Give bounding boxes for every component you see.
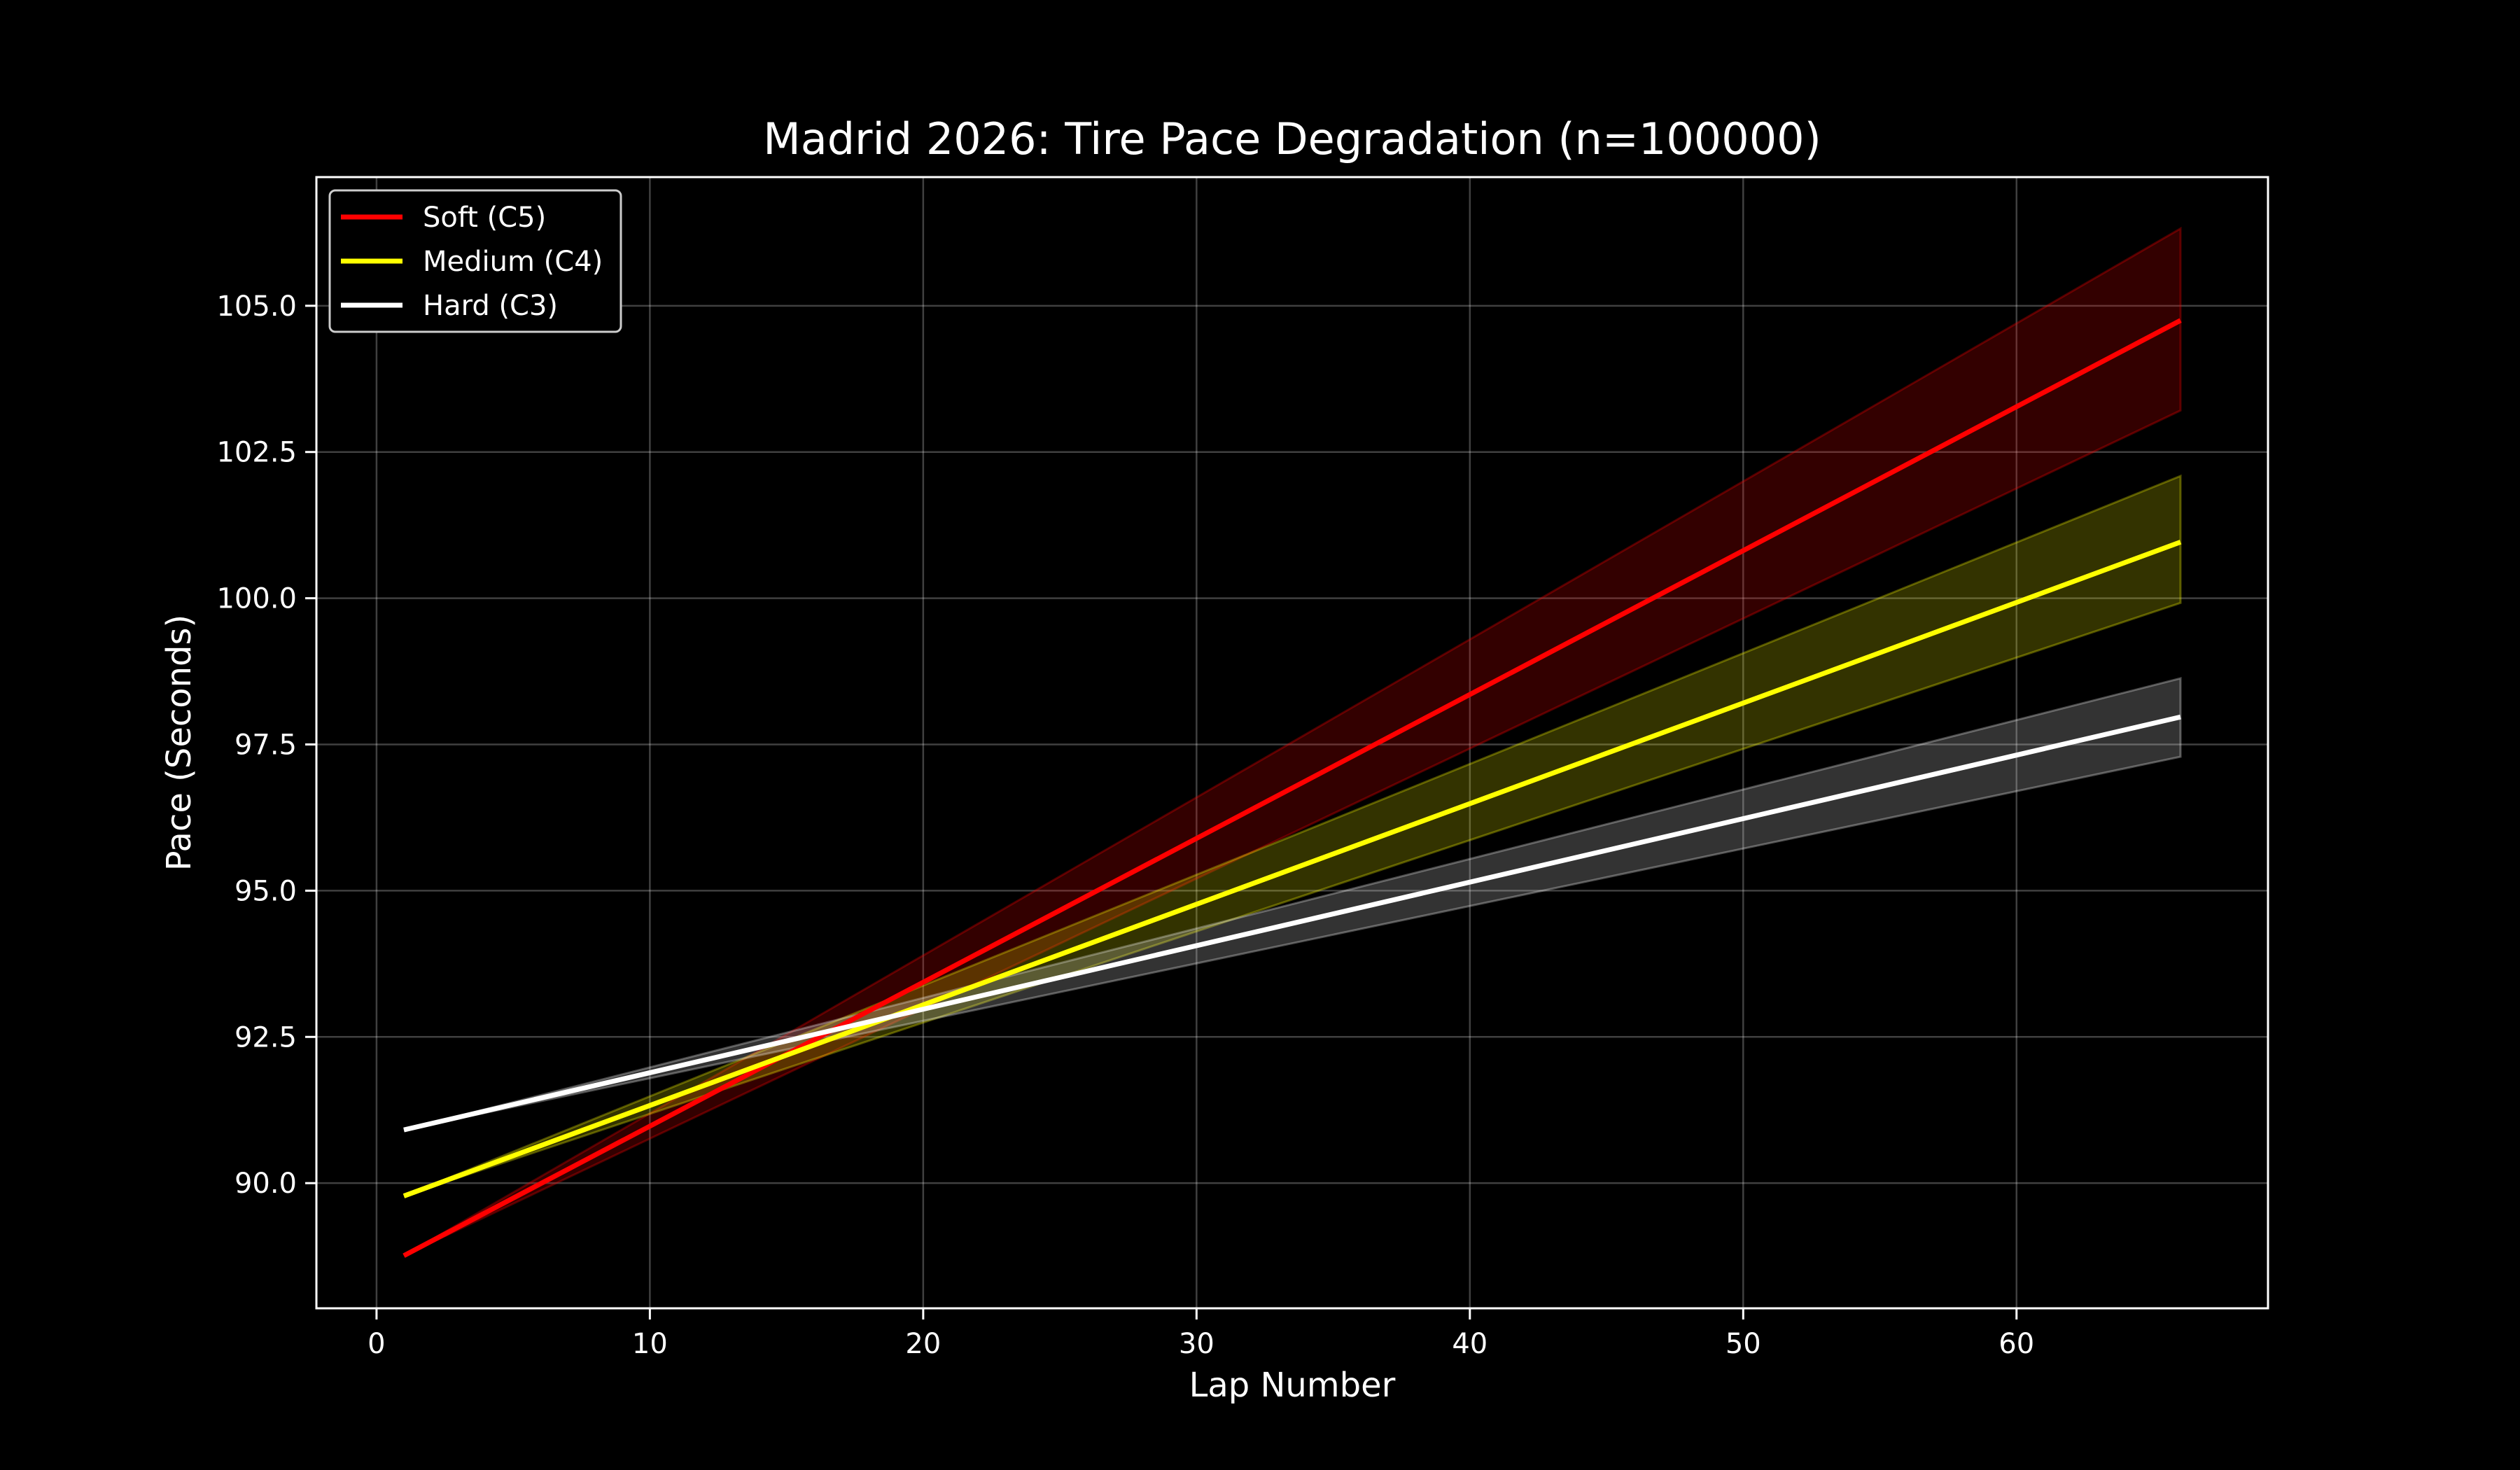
legend-label-1: Medium (C4)	[423, 246, 603, 278]
legend-label-0: Soft (C5)	[423, 202, 546, 234]
y-tick-label: 95.0	[234, 875, 297, 907]
x-tick-label: 0	[368, 1328, 385, 1360]
legend: Soft (C5) Medium (C4) Hard (C3)	[328, 189, 622, 333]
chart-title: Madrid 2026: Tire Pace Degradation (n=10…	[763, 113, 1821, 164]
series-line-0	[402, 318, 2182, 1258]
legend-label-2: Hard (C3)	[423, 290, 558, 322]
ticks: 0 10 20 30 40 50 60 90.0 92.5 95.0 97.5 100.0 102.5 1…	[216, 290, 2034, 1360]
x-tick-label: 40	[1452, 1328, 1488, 1360]
y-tick-label: 102.5	[216, 437, 297, 469]
series-line-2	[403, 714, 2181, 1133]
grid	[316, 177, 2268, 1308]
series-lines	[402, 318, 2182, 1258]
x-tick-label: 50	[1726, 1328, 1761, 1360]
y-axis-label: Pace (Seconds)	[160, 615, 199, 872]
x-tick-label: 30	[1179, 1328, 1214, 1360]
plot-frame	[315, 176, 2269, 1310]
x-tick-label: 60	[1998, 1328, 2034, 1360]
band-0	[403, 226, 2182, 1257]
x-tick-label: 10	[632, 1328, 668, 1360]
y-tick-label: 105.0	[216, 290, 297, 323]
legend-box	[328, 189, 622, 333]
y-tick-label: 97.5	[234, 729, 297, 762]
y-tick-label: 92.5	[234, 1021, 297, 1054]
x-tick-label: 20	[905, 1328, 941, 1360]
y-tick-label: 100.0	[216, 583, 297, 615]
band-1	[403, 474, 2182, 1197]
x-axis-label: Lap Number	[1189, 1366, 1396, 1405]
confidence-bands	[403, 226, 2182, 1257]
series-line-1	[402, 540, 2182, 1198]
y-tick-label: 90.0	[234, 1168, 297, 1200]
